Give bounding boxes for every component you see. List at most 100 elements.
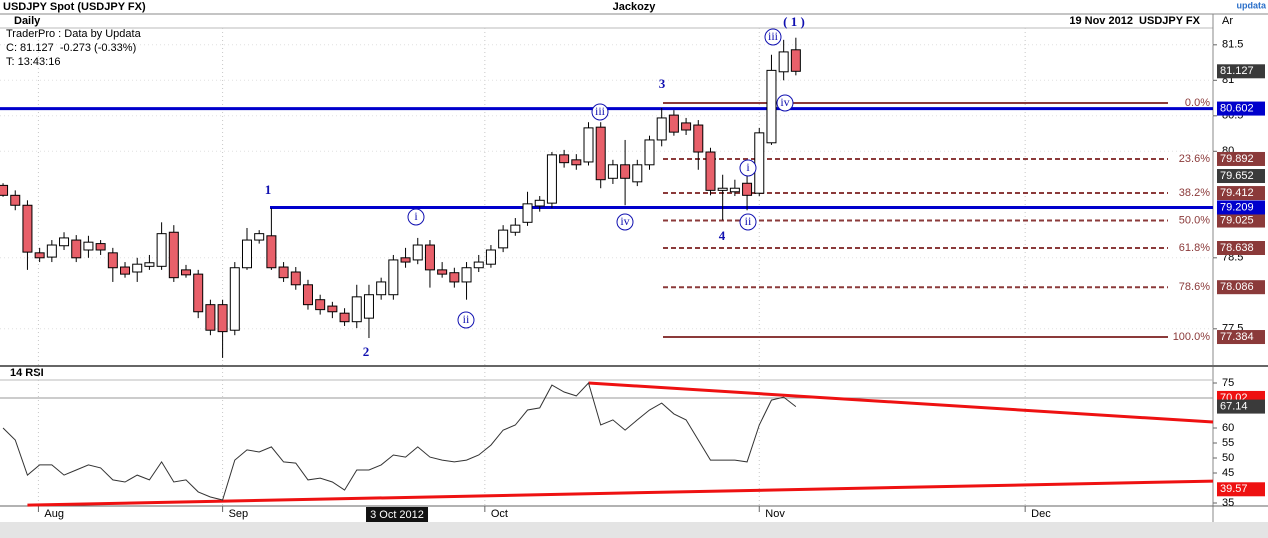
author: Jackozy (613, 1, 657, 13)
candle-body (461, 267, 472, 283)
candle-body (302, 284, 313, 306)
candle-body (363, 294, 374, 319)
candle-body (754, 132, 765, 194)
trend-line (588, 381, 1214, 424)
y-tick-label: 35 (1222, 497, 1234, 509)
candle-body (83, 241, 94, 251)
candle-body (266, 235, 277, 269)
candle-body (620, 164, 631, 179)
candle-body (546, 154, 557, 204)
wave-circle (616, 213, 634, 231)
price-box-label: 79.209 (1220, 201, 1254, 213)
candle-body (644, 139, 655, 166)
candle-body (315, 299, 326, 311)
crosshair-label: 3 Oct 2012 (370, 509, 424, 521)
scroll-bar (0, 522, 1268, 538)
wave-label: ( 1 ) (783, 14, 805, 29)
period: Daily (14, 15, 41, 27)
brand: updata (1236, 0, 1266, 10)
wave-circle (764, 28, 782, 46)
wave-label-circled: iv (780, 95, 789, 109)
candle-body (34, 252, 45, 259)
wave-label-circled: iv (620, 214, 629, 228)
candle-body (327, 305, 338, 313)
candle-body (388, 259, 399, 296)
fib-label: 23.6% (1179, 153, 1210, 165)
candle-body (46, 244, 57, 258)
price-box (1217, 330, 1265, 345)
price-box-label: 79.025 (1220, 214, 1254, 226)
price-box-label: 81.127 (1220, 65, 1254, 77)
candle-body (229, 267, 240, 331)
candle-body (107, 252, 118, 269)
wave-label-circled: ii (463, 312, 470, 326)
axis-corner: Ar (1222, 15, 1233, 27)
price-box (1217, 64, 1265, 79)
y-tick-label: 75 (1222, 377, 1234, 389)
candle-body (424, 244, 435, 271)
last-value-box (1217, 399, 1265, 414)
info-text: TraderPro : Data by Updata (6, 28, 142, 40)
candle-body (778, 51, 789, 73)
candle-body (632, 164, 643, 183)
info-text: T: 13:43:16 (6, 56, 60, 68)
candle-body (522, 203, 533, 223)
y-tick-label: 50 (1222, 452, 1234, 464)
price-box-label: 79.412 (1220, 187, 1254, 199)
candle-body (132, 263, 143, 273)
candle-body (59, 237, 70, 247)
candle-body (71, 239, 82, 259)
candle-body (595, 126, 606, 181)
wave-label-circled: i (746, 160, 750, 174)
fib-label: 50.0% (1179, 214, 1210, 226)
candle-body (156, 233, 167, 267)
candle-body (473, 261, 484, 269)
candle-body (449, 272, 460, 283)
candle-body (193, 273, 204, 313)
wave-circle (407, 208, 425, 226)
candle-body (729, 187, 740, 193)
candle-body (22, 204, 33, 253)
price-box (1217, 186, 1265, 201)
wave-label-circled: i (414, 209, 418, 223)
candle-body (0, 184, 9, 196)
candle-body (485, 249, 496, 265)
candle-body (668, 114, 679, 133)
value-box-label: 39.57 (1220, 483, 1248, 495)
candle-body (412, 244, 423, 261)
candle-body (437, 269, 448, 275)
fib-label: 100.0% (1173, 331, 1211, 343)
rsi-line (2, 382, 797, 501)
candle-body (583, 127, 594, 163)
price-box-label: 78.638 (1220, 242, 1254, 254)
x-tick-label: Nov (765, 508, 785, 520)
rsi-title: 14 RSI (10, 367, 44, 379)
candle-body (144, 262, 155, 267)
x-tick-label: Oct (491, 508, 508, 520)
price-box-label: 80.602 (1220, 102, 1254, 114)
y-tick-label: 55 (1222, 437, 1234, 449)
candle-body (181, 269, 192, 276)
wave-circle (739, 213, 757, 231)
fib-label: 78.6% (1179, 281, 1210, 293)
candle-body (498, 229, 509, 249)
candle-body (376, 281, 387, 296)
y-tick-label: 81.5 (1222, 39, 1243, 51)
x-tick-label: Aug (44, 508, 64, 520)
price-box-label: 79.652 (1220, 170, 1254, 182)
value-box (1217, 482, 1265, 497)
wave-label-circled: ii (745, 214, 752, 228)
candle-body (205, 304, 216, 331)
candle-body (571, 159, 582, 166)
candle-body (339, 312, 350, 323)
price-box (1217, 280, 1265, 295)
crosshair-box (366, 507, 429, 522)
wave-label: 2 (363, 344, 370, 359)
candle-body (717, 187, 728, 191)
price-box (1217, 213, 1265, 228)
candle-body (95, 243, 106, 251)
candle-body (559, 154, 570, 164)
candle-body (766, 69, 777, 144)
price-box (1217, 169, 1265, 184)
